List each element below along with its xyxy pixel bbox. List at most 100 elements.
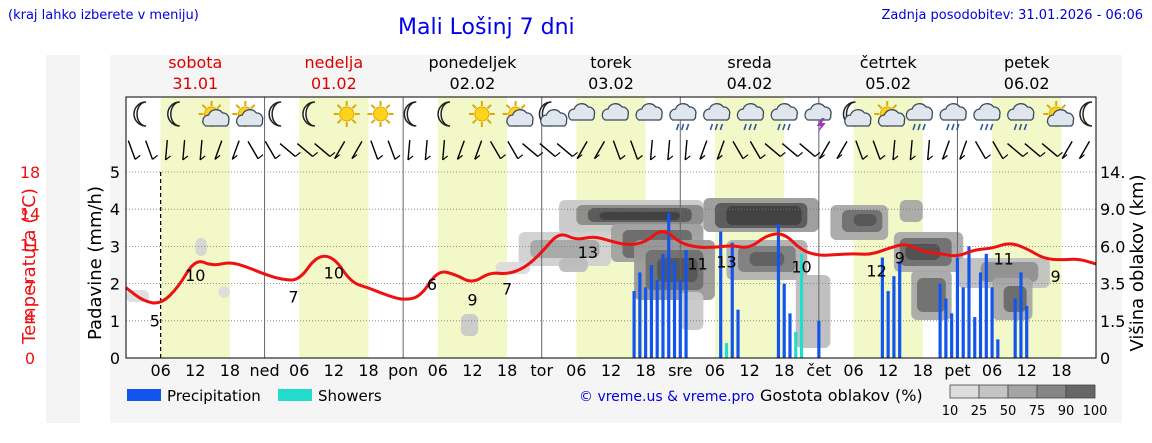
wind-barb-flag — [407, 155, 414, 161]
moon-shape — [437, 101, 451, 127]
cloud-shape — [804, 103, 832, 121]
cloud-density-patch — [853, 214, 877, 226]
last-update-text: Zadnja posodobitev: 31.01.2026 - 06:06 — [881, 8, 1143, 23]
lightning-bolt — [816, 118, 826, 133]
wind-barb-flag — [377, 154, 384, 160]
wind-barb-flag — [667, 155, 674, 161]
wind-barb — [926, 139, 931, 161]
precipitation-bar — [978, 272, 983, 358]
sun-ray — [486, 118, 492, 124]
rain-drop — [685, 123, 690, 131]
wind-barb — [231, 140, 240, 160]
wind-barb-flag — [312, 151, 319, 157]
legend-cloud-swatch — [949, 384, 980, 399]
wind-barb — [941, 140, 950, 160]
precipitation-bar — [638, 272, 642, 358]
wind-barb-flag — [879, 154, 886, 160]
day-date: 05.02 — [865, 74, 911, 93]
wind-barb-flag — [474, 154, 481, 160]
legend-cloud-level: 50 — [1000, 404, 1017, 419]
wind-barb-flag — [1061, 154, 1068, 160]
temperature-axis-title: Temperatura (°C) — [19, 188, 40, 345]
precipitation-bar — [817, 320, 821, 358]
rain-drop — [680, 123, 685, 131]
rain-drop — [946, 123, 950, 131]
cloud-density-patch — [495, 262, 531, 274]
legend-cloud-swatch — [978, 384, 1009, 399]
wind-barb — [539, 143, 556, 157]
wind-barb — [441, 139, 446, 161]
wind-barb-flag — [797, 151, 804, 157]
sun-ray — [1046, 104, 1052, 110]
rain-drop — [1018, 123, 1023, 131]
wind-barb — [370, 140, 379, 160]
day-date: 01.02 — [311, 74, 357, 93]
legend-cloud-level: 10 — [942, 404, 959, 419]
wind-barb — [974, 140, 987, 160]
wind-barb-flag — [294, 151, 301, 157]
wind-barb-flag — [257, 154, 264, 160]
cloud-height-tick-label: 6.0 — [1100, 237, 1125, 256]
wind-barb-flag — [231, 154, 238, 160]
temperature-tick-label: 4 — [25, 308, 35, 327]
wind-barb-flag — [554, 151, 561, 157]
wind-barb — [127, 140, 136, 160]
rain-drop — [782, 123, 786, 131]
wind-barb — [1078, 140, 1091, 160]
day-date: 03.02 — [588, 74, 634, 93]
legend-cloud-title: Gostota oblakov (%) — [760, 386, 923, 405]
precipitation-bar — [788, 313, 792, 358]
thunder-icon — [804, 103, 832, 133]
cloud-height-tick-label: 1.5 — [1100, 312, 1125, 331]
day-name: ponedeljek — [428, 53, 517, 72]
rain-drop — [748, 123, 752, 131]
rain-icon — [939, 103, 967, 131]
wind-barb — [199, 139, 203, 161]
legend-cloud-swatch — [1007, 384, 1038, 399]
cloud-shape — [635, 103, 663, 121]
rain-icon — [905, 103, 934, 131]
wind-barb-flag — [165, 155, 171, 161]
x-tick-label: pon — [388, 361, 418, 380]
precipitation-bar — [776, 224, 781, 358]
cloud-height-tick-label: 0 — [1100, 349, 1110, 368]
precip-axis-title: Padavine (mm/h) — [85, 186, 106, 340]
sun-ray — [471, 118, 477, 124]
cloud-icon — [635, 103, 663, 121]
legend-precip-swatch — [127, 389, 161, 401]
legend-cloud-swatch — [1065, 384, 1096, 399]
day-name: nedelja — [305, 53, 364, 72]
cloud-density-patch — [559, 258, 588, 272]
precipitation-bar — [938, 283, 942, 358]
wind-barb-flag — [500, 154, 506, 160]
precipitation-bar — [667, 212, 671, 358]
day-date: 31.01 — [172, 74, 218, 93]
rain-drop — [1013, 123, 1018, 131]
wind-barb — [959, 140, 968, 160]
plot-frame — [125, 96, 1097, 359]
temperature-label: 11 — [993, 249, 1013, 268]
wind-barb-flag — [457, 154, 463, 160]
wind-barb — [716, 140, 725, 160]
cloud-shape — [567, 103, 596, 121]
wind-barb-flag — [650, 155, 656, 161]
wind-barb — [474, 140, 483, 160]
sun-ray — [370, 118, 376, 124]
sun-ray — [250, 104, 256, 110]
cloud-density-patch — [749, 252, 785, 266]
cloud-icon — [601, 103, 629, 121]
rain-icon — [669, 103, 697, 131]
precipitation-bar — [880, 257, 884, 358]
x-tick-label: 06 — [566, 361, 586, 380]
sun-disc — [339, 106, 355, 122]
wind-barb — [992, 140, 1004, 160]
wind-barb — [279, 143, 296, 157]
wind-barb — [556, 143, 573, 157]
rain-drop — [675, 123, 680, 131]
wind-barb-flag — [959, 154, 966, 160]
wind-barb-flag — [684, 155, 691, 161]
precipitation-bar — [644, 287, 648, 358]
rain-drop — [1023, 123, 1028, 131]
wind-barb — [732, 140, 744, 160]
precip-tick-label: 4 — [110, 200, 120, 219]
